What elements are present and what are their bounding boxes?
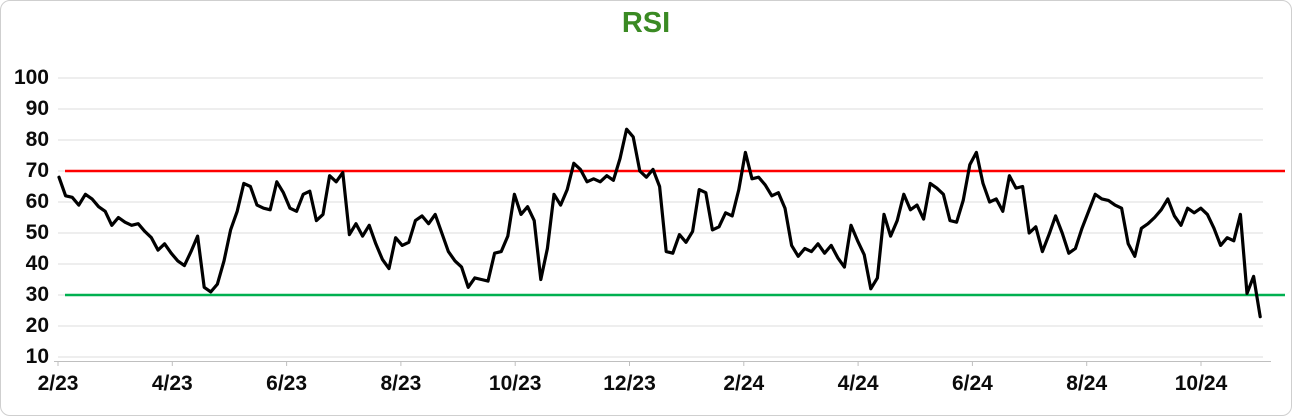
x-axis-label-6-24: 6/24 <box>951 372 993 395</box>
x-axis-label-10-23: 10/23 <box>488 372 542 395</box>
x-axis-label-2-23: 2/23 <box>37 372 79 395</box>
y-axis-label-50: 50 <box>25 221 49 244</box>
x-axis-label-8-23: 8/23 <box>380 372 422 395</box>
x-axis-label-4-24: 4/24 <box>837 372 879 395</box>
x-axis-label-4-23: 4/23 <box>151 372 193 395</box>
y-axis-label-100: 100 <box>13 66 49 89</box>
rsi-series-line <box>57 127 1262 319</box>
y-axis-label-90: 90 <box>25 97 49 120</box>
x-axis-label-12-23: 12/23 <box>603 372 656 395</box>
y-axis-label-80: 80 <box>25 128 49 151</box>
x-axis-label-2-24: 2/24 <box>723 372 765 395</box>
x-axis-label-6-23: 6/23 <box>266 372 308 395</box>
y-axis-label-20: 20 <box>25 314 49 337</box>
y-axis-label-30: 30 <box>25 283 49 306</box>
chart-title: RSI <box>621 7 671 39</box>
y-axis-label-60: 60 <box>25 190 49 213</box>
y-axis-label-70: 70 <box>25 159 49 182</box>
x-axis-label-10-24: 10/24 <box>1174 372 1228 395</box>
y-axis-label-10: 10 <box>25 345 49 368</box>
y-axis-label-40: 40 <box>25 252 49 275</box>
x-axis-label-8-24: 8/24 <box>1066 372 1108 395</box>
